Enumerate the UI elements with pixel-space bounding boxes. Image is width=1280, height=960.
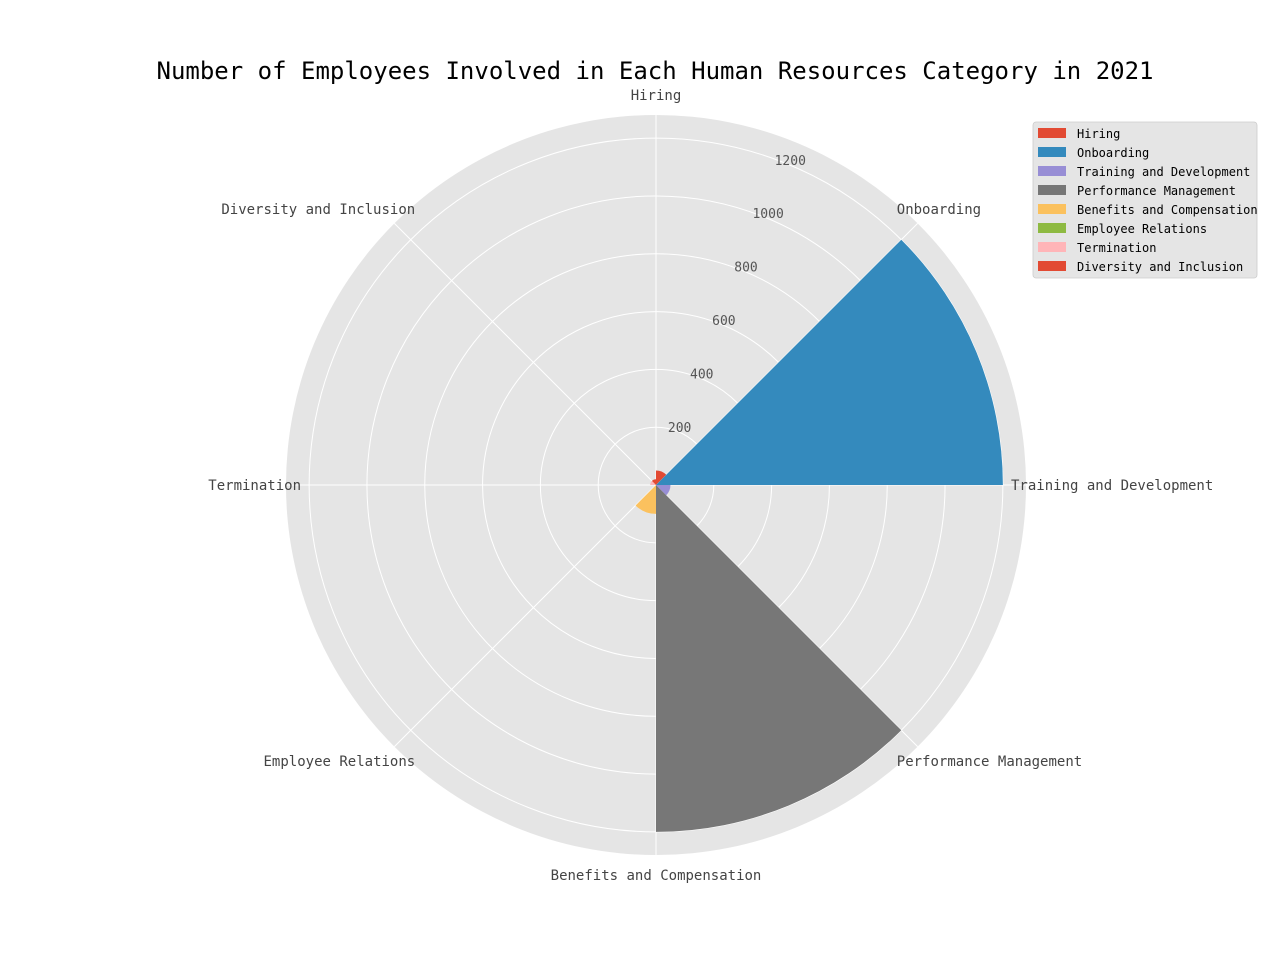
radial-tick-label: 1000	[752, 207, 783, 222]
legend-label: Hiring	[1077, 127, 1120, 141]
legend-label: Onboarding	[1077, 146, 1149, 160]
radial-tick-label: 1200	[775, 154, 806, 169]
radial-tick-label: 200	[668, 421, 691, 436]
category-label: Benefits and Compensation	[551, 868, 762, 884]
legend-label: Performance Management	[1077, 184, 1236, 198]
legend-swatch	[1038, 128, 1066, 138]
legend-label: Employee Relations	[1077, 222, 1207, 236]
bar-benefits-and-compensation	[635, 485, 656, 514]
category-label: Performance Management	[897, 754, 1082, 770]
category-label: Termination	[208, 478, 301, 494]
legend-swatch	[1038, 204, 1066, 214]
radial-tick-labels: 200 400 600 800 1000 1200	[668, 154, 806, 436]
legend-swatch	[1038, 147, 1066, 157]
category-label: Training and Development	[1011, 478, 1213, 494]
radial-tick-label: 800	[734, 261, 757, 276]
legend-label: Termination	[1077, 241, 1156, 255]
legend-swatch	[1038, 166, 1066, 176]
legend-swatch	[1038, 185, 1066, 195]
legend-swatch	[1038, 223, 1066, 233]
bar-performance-management	[656, 485, 902, 832]
category-label: Onboarding	[897, 202, 981, 218]
bars	[635, 239, 1003, 832]
bar-onboarding	[656, 239, 1003, 485]
legend: Hiring Onboarding Training and Development…	[1032, 121, 1258, 279]
bar-termination	[650, 480, 656, 485]
bar-diversity-and-inclusion	[651, 479, 656, 485]
radial-tick-label: 400	[690, 367, 713, 382]
chart-title: Number of Employees Involved in Each Hum…	[157, 57, 1154, 85]
legend-frame	[1032, 121, 1258, 279]
legend-swatch	[1038, 242, 1066, 252]
category-label: Diversity and Inclusion	[221, 202, 415, 218]
category-label: Hiring	[631, 88, 682, 104]
category-label: Employee Relations	[264, 754, 416, 770]
radial-tick-label: 600	[712, 314, 735, 329]
bar-hiring	[656, 470, 667, 485]
bar-training-and-development	[656, 485, 671, 496]
angular-gridline	[394, 223, 657, 486]
legend-swatch	[1038, 261, 1066, 271]
legend-label: Diversity and Inclusion	[1077, 260, 1243, 274]
angular-gridline	[394, 484, 657, 747]
category-labels: Hiring Onboarding Training and Development…	[208, 88, 1213, 884]
legend-label: Training and Development	[1077, 165, 1250, 179]
legend-label: Benefits and Compensation	[1077, 203, 1258, 217]
